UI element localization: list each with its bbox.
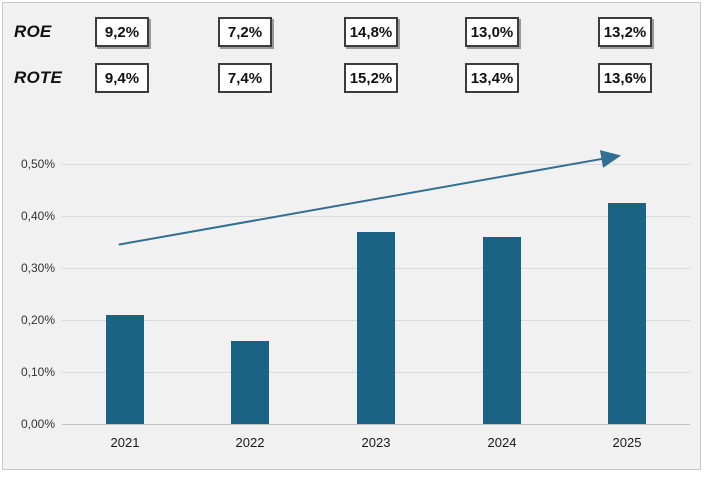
- gridline: [62, 164, 690, 165]
- y-axis-tick-label: 0,00%: [20, 417, 55, 431]
- roe-value-2025: 13,2%: [598, 17, 652, 47]
- gridline: [62, 424, 690, 425]
- roe-value-2023: 14,8%: [344, 17, 398, 47]
- x-axis-tick-label: 2024: [487, 435, 517, 450]
- x-axis-tick-label: 2022: [235, 435, 265, 450]
- y-axis-tick-label: 0,30%: [20, 261, 55, 275]
- x-axis-tick-label: 2025: [612, 435, 642, 450]
- rote-row-label: ROTE: [14, 68, 63, 87]
- y-axis-tick-label: 0,20%: [20, 313, 55, 327]
- rote-value-2021: 9,4%: [95, 63, 149, 93]
- roe-value-2021: 9,2%: [95, 17, 149, 47]
- gridline: [62, 216, 690, 217]
- bar: [608, 203, 646, 424]
- roe-row-label: ROE: [14, 22, 52, 41]
- y-axis-tick-label: 0,10%: [20, 365, 55, 379]
- bar: [231, 341, 269, 424]
- bar: [357, 232, 395, 424]
- roe-value-2022: 7,2%: [218, 17, 272, 47]
- bar: [106, 315, 144, 424]
- y-axis-tick-label: 0,50%: [20, 157, 55, 171]
- rote-value-2024: 13,4%: [465, 63, 519, 93]
- rote-value-2025: 13,6%: [598, 63, 652, 93]
- x-axis-tick-label: 2023: [361, 435, 391, 450]
- x-axis-tick-label: 2021: [110, 435, 140, 450]
- roe-value-2024: 13,0%: [465, 17, 519, 47]
- bar: [483, 237, 521, 424]
- rote-value-2022: 7,4%: [218, 63, 272, 93]
- y-axis-tick-label: 0,40%: [20, 209, 55, 223]
- rote-value-2023: 15,2%: [344, 63, 398, 93]
